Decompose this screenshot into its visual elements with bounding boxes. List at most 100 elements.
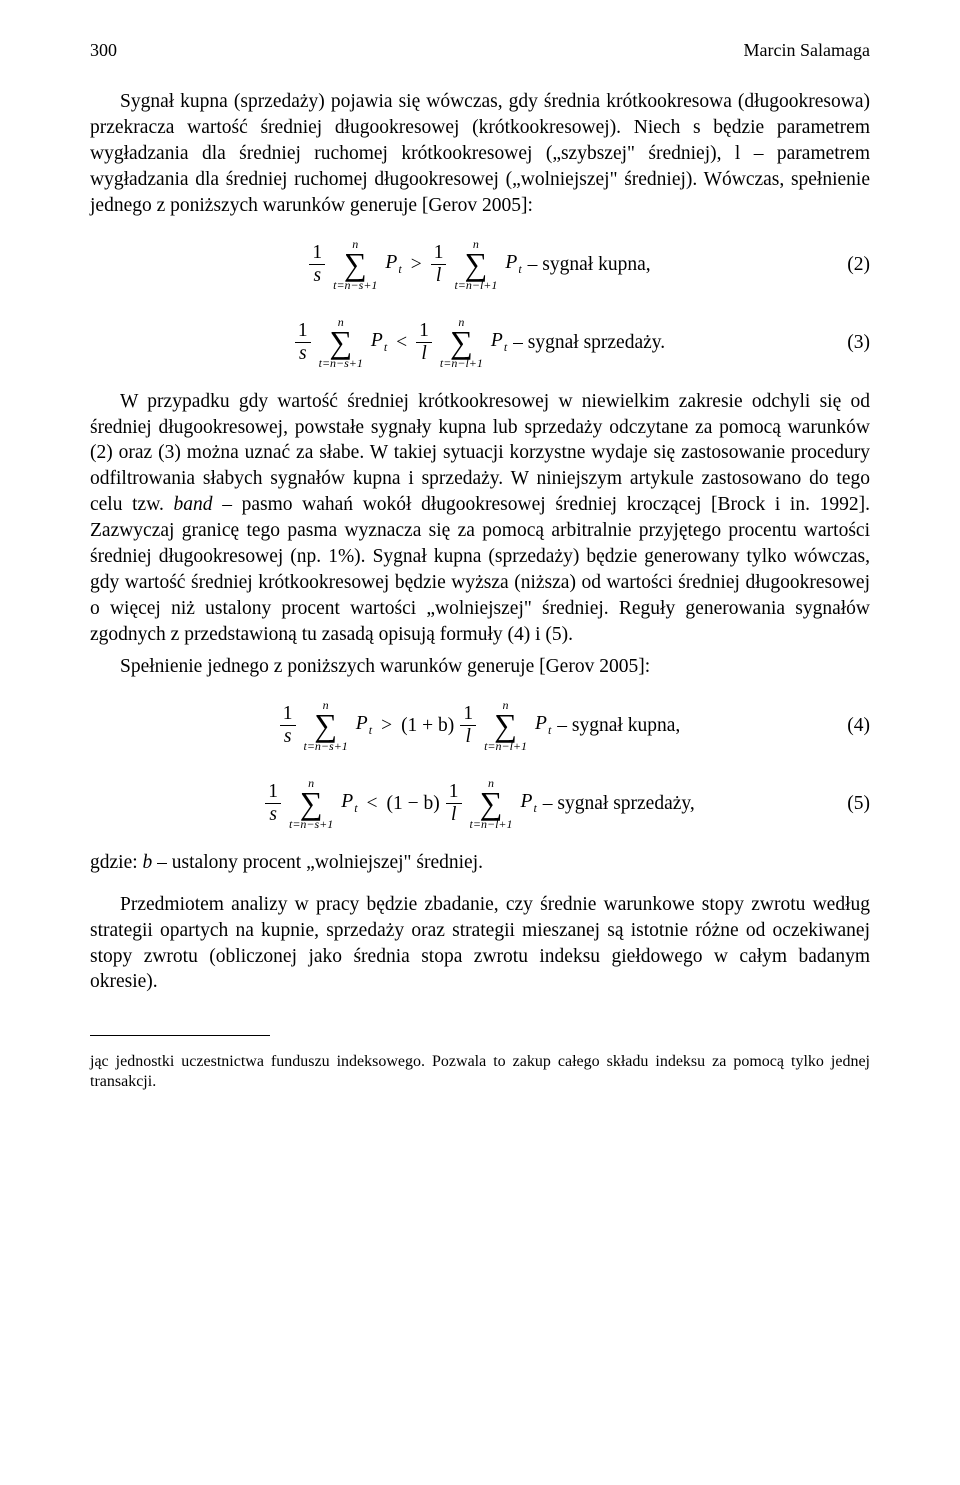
eq3-rhs-sub: t: [504, 340, 507, 354]
eq4-lhs-P: Pt: [356, 713, 372, 738]
eq2-lhs-sub: t: [398, 262, 401, 276]
footnote-separator: [90, 1035, 270, 1036]
eq4-lhs-num: 1: [280, 704, 296, 726]
eq5-rhs-num: 1: [446, 782, 462, 804]
eq4-rhs-den: l: [462, 726, 473, 747]
eq4-rhs-P: Pt: [535, 713, 551, 738]
eq3-desc: – sygnał sprzedaży.: [513, 332, 665, 354]
eq4-lhs-sum-bot: t=n−s+1: [304, 740, 348, 752]
eq4-rhs-sym: P: [535, 713, 547, 734]
sigma-icon: ∑: [480, 789, 503, 818]
para4-part-a: gdzie:: [90, 852, 143, 873]
eq5-rhs-frac: 1 l: [446, 782, 462, 826]
sigma-icon: ∑: [494, 711, 517, 740]
eq2-rhs-den: l: [433, 265, 444, 286]
eq5-rhs-den: l: [448, 804, 459, 825]
eq3-rhs-den: l: [418, 343, 429, 364]
eq3-lhs-P: Pt: [371, 330, 387, 355]
eq5-rel: <: [367, 793, 378, 815]
eq5-lhs-num: 1: [265, 782, 281, 804]
eq4-mid: (1 + b): [401, 715, 454, 737]
eq2-rhs-sum-bot: t=n−l+1: [454, 279, 497, 291]
eq3-rhs-sum: n ∑ t=n−l+1: [440, 316, 483, 369]
eq3-rhs-P: Pt: [491, 330, 507, 355]
footnote: jąc jednostki uczestnictwa funduszu inde…: [90, 1052, 870, 1092]
eq3-lhs-den: s: [296, 343, 310, 364]
page: 300 Marcin Salamaga Sygnał kupna (sprzed…: [0, 0, 960, 1485]
eq5-rhs-sum-bot: t=n−l+1: [470, 818, 513, 830]
eq4-rhs-num: 1: [460, 704, 476, 726]
eq3-rhs-frac: 1 l: [416, 321, 432, 365]
equation-4: 1 s n ∑ t=n−s+1 Pt > (1 + b) 1 l n ∑ t=n…: [90, 694, 870, 758]
eq2-desc: – sygnał kupna,: [528, 254, 651, 276]
eq5-rhs-sum: n ∑ t=n−l+1: [470, 777, 513, 830]
eq2-rhs-num: 1: [431, 243, 447, 265]
eq3-lhs-num: 1: [295, 321, 311, 343]
equation-3-body: 1 s n ∑ t=n−s+1 Pt < 1 l n ∑ t=n−l+1 Pt …: [295, 316, 665, 369]
eq2-number: (2): [847, 254, 870, 276]
eq2-lhs-frac: 1 s: [309, 243, 325, 287]
eq4-rel: >: [381, 715, 392, 737]
sigma-icon: ∑: [314, 711, 337, 740]
eq4-rhs-sum-bot: t=n−l+1: [484, 740, 527, 752]
para2-band: band: [174, 494, 213, 515]
equation-2-body: 1 s n ∑ t=n−s+1 Pt > 1 l n ∑ t=n−l+1 Pt …: [309, 238, 650, 291]
eq5-lhs-den: s: [266, 804, 280, 825]
eq3-rhs-num: 1: [416, 321, 432, 343]
paragraph-1: Sygnał kupna (sprzedaży) pojawia się wów…: [90, 89, 870, 219]
eq2-lhs-sym: P: [385, 252, 397, 273]
paragraph-2: W przypadku gdy wartość średniej krótkoo…: [90, 389, 870, 648]
eq5-lhs-P: Pt: [341, 791, 357, 816]
eq2-lhs-den: s: [310, 265, 324, 286]
sigma-icon: ∑: [344, 250, 367, 279]
eq4-rhs-sum: n ∑ t=n−l+1: [484, 699, 527, 752]
eq5-lhs-sym: P: [341, 791, 353, 812]
eq5-rhs-sub: t: [533, 801, 536, 815]
eq3-rhs-sum-bot: t=n−l+1: [440, 357, 483, 369]
sigma-icon: ∑: [300, 789, 323, 818]
eq5-rhs-P: Pt: [521, 791, 537, 816]
eq2-lhs-num: 1: [309, 243, 325, 265]
eq2-rhs-frac: 1 l: [431, 243, 447, 287]
eq4-desc: – sygnał kupna,: [557, 715, 680, 737]
sigma-icon: ∑: [329, 328, 352, 357]
eq5-lhs-sum: n ∑ t=n−s+1: [289, 777, 333, 830]
eq3-number: (3): [847, 332, 870, 354]
equation-4-body: 1 s n ∑ t=n−s+1 Pt > (1 + b) 1 l n ∑ t=n…: [280, 699, 681, 752]
eq2-rhs-sum: n ∑ t=n−l+1: [454, 238, 497, 291]
equation-5-body: 1 s n ∑ t=n−s+1 Pt < (1 − b) 1 l n ∑ t=n…: [265, 777, 695, 830]
eq3-rhs-sym: P: [491, 330, 503, 351]
eq4-lhs-sub: t: [369, 723, 372, 737]
eq4-lhs-sum: n ∑ t=n−s+1: [304, 699, 348, 752]
eq5-mid: (1 − b): [387, 793, 440, 815]
para4-b: b: [143, 852, 153, 873]
paragraph-5: Przedmiotem analizy w pracy będzie zbada…: [90, 892, 870, 996]
page-header: 300 Marcin Salamaga: [90, 40, 870, 61]
para4-part-b: – ustalony procent „wolniejszej" średnie…: [152, 852, 483, 873]
eq2-rhs-sym: P: [505, 252, 517, 273]
equation-5: 1 s n ∑ t=n−s+1 Pt < (1 − b) 1 l n ∑ t=n…: [90, 772, 870, 836]
equation-2: 1 s n ∑ t=n−s+1 Pt > 1 l n ∑ t=n−l+1 Pt …: [90, 233, 870, 297]
eq5-lhs-sub: t: [354, 801, 357, 815]
paragraph-4: gdzie: b – ustalony procent „wolniejszej…: [90, 850, 870, 876]
eq4-lhs-den: s: [281, 726, 295, 747]
eq5-lhs-sum-bot: t=n−s+1: [289, 818, 333, 830]
eq4-number: (4): [847, 715, 870, 737]
eq2-lhs-P: Pt: [385, 252, 401, 277]
eq5-rhs-sym: P: [521, 791, 533, 812]
paragraph-3: Spełnienie jednego z poniższych warunków…: [90, 654, 870, 680]
eq2-rhs-sub: t: [518, 262, 521, 276]
page-number: 300: [90, 40, 117, 61]
equation-3: 1 s n ∑ t=n−s+1 Pt < 1 l n ∑ t=n−l+1 Pt …: [90, 311, 870, 375]
eq3-lhs-sum-bot: t=n−s+1: [319, 357, 363, 369]
eq2-rhs-P: Pt: [505, 252, 521, 277]
eq3-lhs-frac: 1 s: [295, 321, 311, 365]
sigma-icon: ∑: [450, 328, 473, 357]
eq3-lhs-sum: n ∑ t=n−s+1: [319, 316, 363, 369]
eq4-rhs-frac: 1 l: [460, 704, 476, 748]
para2-part-b: – pasmo wahań wokół długookresowej średn…: [90, 494, 870, 645]
eq4-rhs-sub: t: [548, 723, 551, 737]
eq2-rel: >: [411, 254, 422, 276]
eq5-desc: – sygnał sprzedaży,: [543, 793, 695, 815]
sigma-icon: ∑: [465, 250, 488, 279]
